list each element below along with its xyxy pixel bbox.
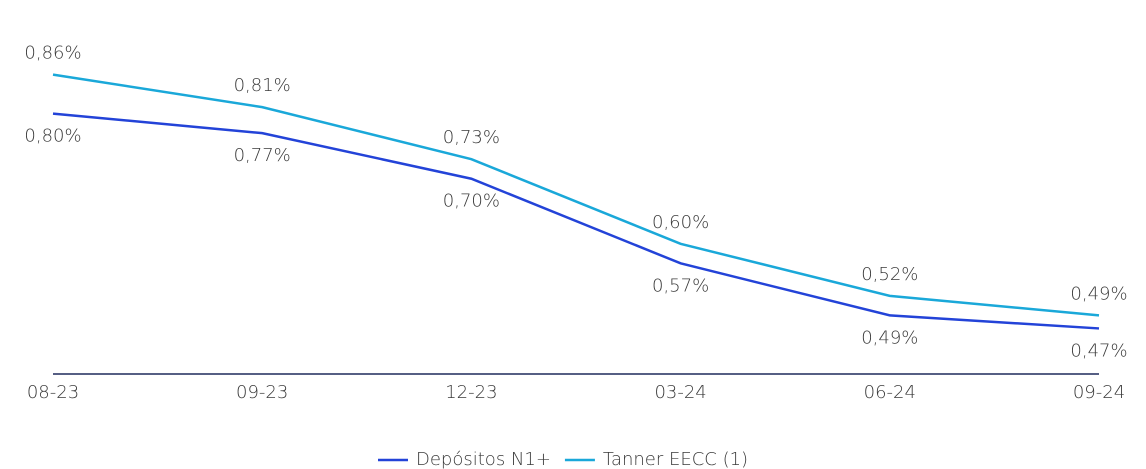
data-label: 0,47%: [1070, 340, 1127, 361]
data-label: 0,57%: [652, 275, 709, 296]
data-label: 0,86%: [24, 43, 81, 64]
x-tick-label: 09-24: [1073, 382, 1125, 403]
series-line: [52, 112, 1100, 330]
data-label: 0,52%: [861, 264, 918, 285]
legend-label: Depósitos N1+: [416, 449, 551, 469]
data-label: 0,81%: [234, 75, 291, 96]
data-label: 0,60%: [652, 212, 709, 233]
data-label: 0,73%: [443, 127, 500, 148]
data-label: 0,49%: [1070, 283, 1127, 304]
x-tick-label: 12-23: [445, 382, 497, 403]
legend-label: Tanner EECC (1): [603, 449, 748, 469]
x-tick-label: 09-23: [236, 382, 288, 403]
data-label: 0,70%: [443, 191, 500, 212]
data-label: 0,49%: [861, 327, 918, 348]
x-tick-label: 03-24: [654, 382, 706, 403]
x-tick-label: 06-24: [864, 382, 916, 403]
x-tick-label: 08-23: [27, 382, 79, 403]
data-label: 0,77%: [234, 145, 291, 166]
data-label: 0,80%: [24, 126, 81, 147]
series-line: [52, 73, 1100, 317]
